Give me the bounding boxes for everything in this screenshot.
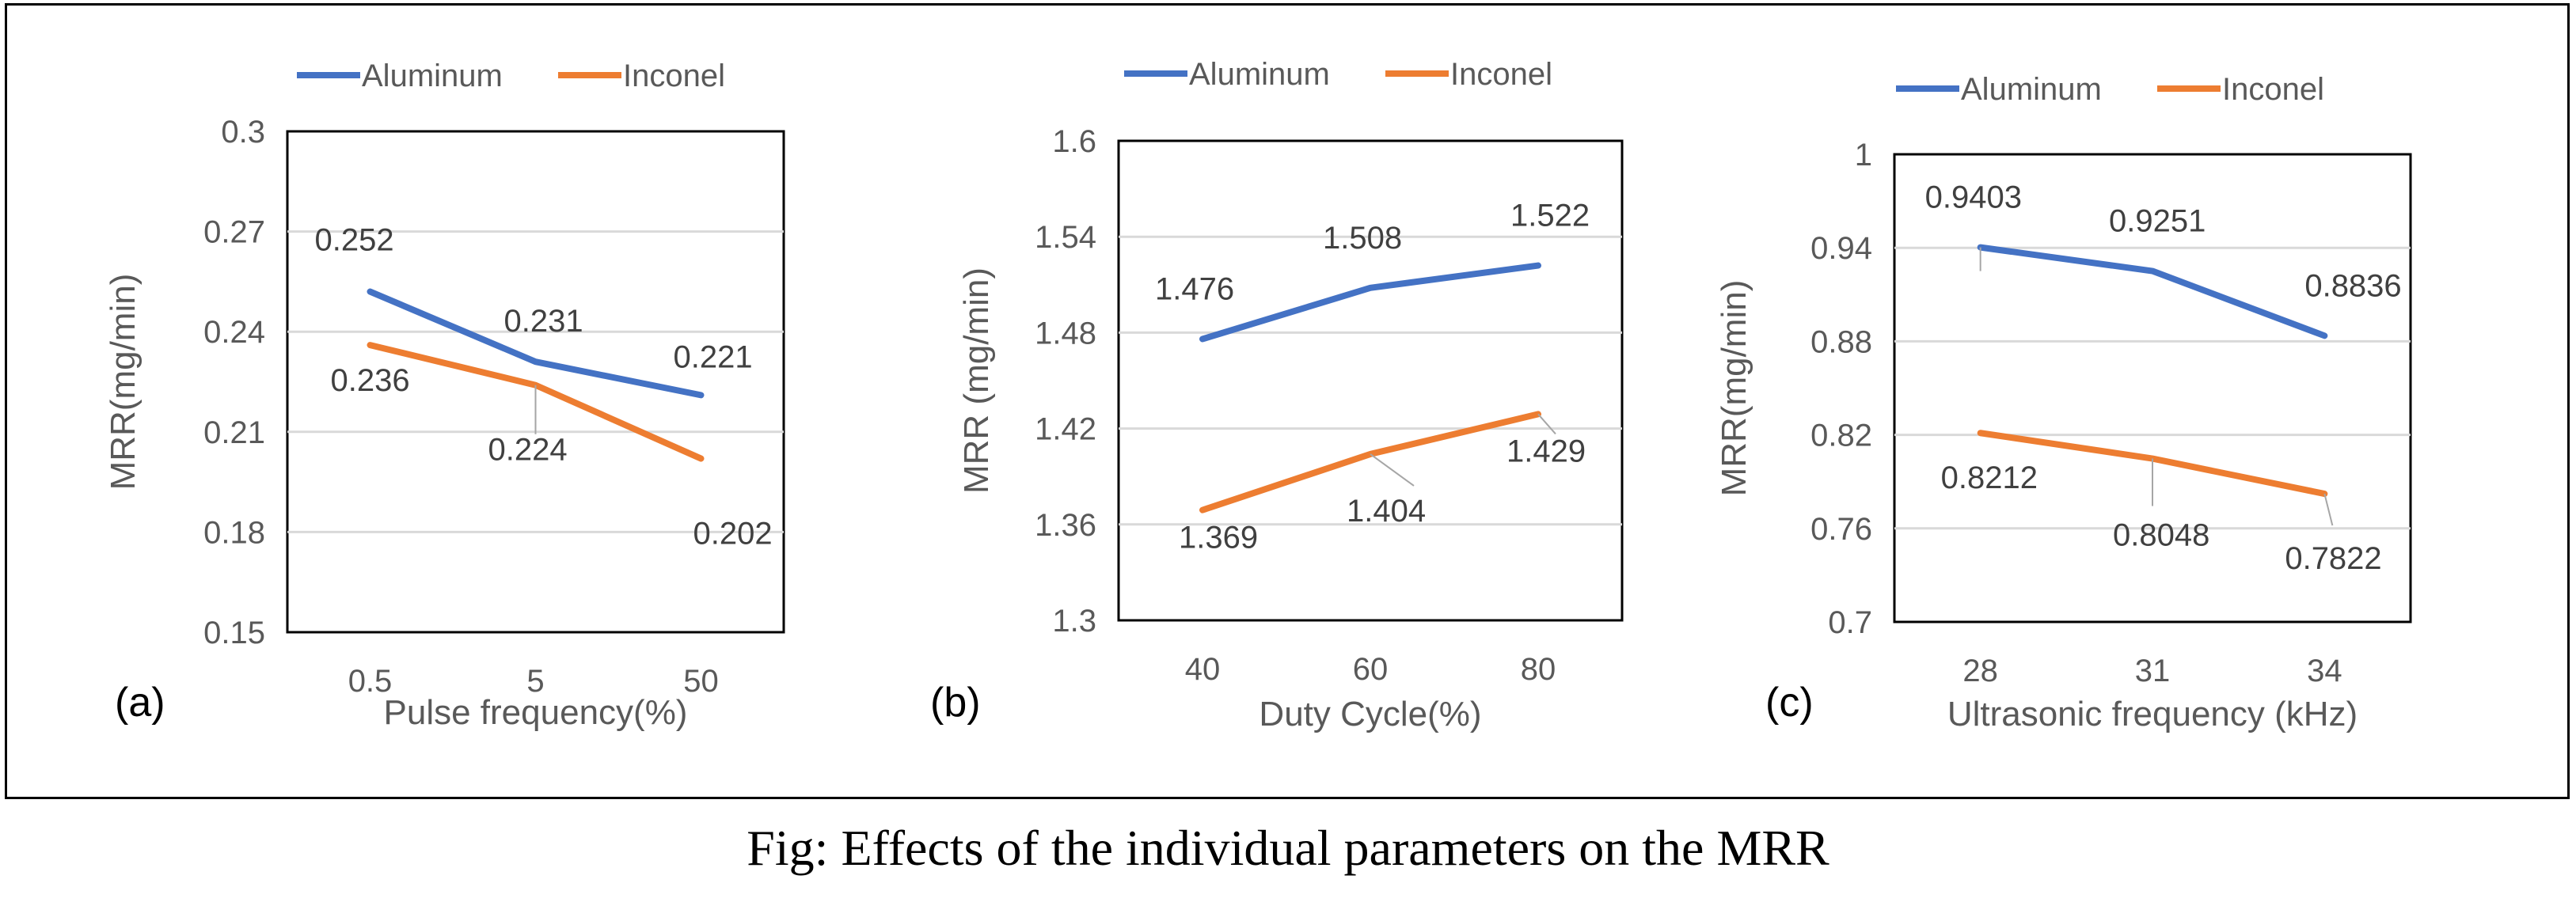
y-tick-label: 1.3 [1052,604,1096,639]
legend-label: Aluminum [1189,57,1330,92]
data-label: 1.369 [1179,521,1258,555]
data-label: 1.404 [1347,494,1426,529]
data-label: 0.224 [488,433,568,468]
y-axis-title: MRR (mg/min) [957,267,996,494]
legend-label: Aluminum [362,59,503,93]
data-label: 0.231 [504,304,583,339]
data-label: 0.9403 [1925,180,2022,215]
y-tick-label: 1.6 [1052,124,1096,159]
data-label: 0.221 [674,339,753,374]
leader-line [1537,413,1556,435]
y-tick-label: 0.94 [1810,231,1872,266]
chart-3: 1 0.94 0.88 0.82 0.76 0.7 28 31 34 Ultrasonic fre… [1715,72,2412,733]
leader-line [2323,493,2334,526]
legend-label: Inconel [623,59,725,93]
data-label: 1.522 [1510,199,1590,233]
y-tick-label: 1.42 [1035,412,1096,447]
y-tick-label: 0.21 [203,415,265,450]
y-tick-label: 1 [1855,138,1872,172]
y-tick-label: 0.76 [1810,512,1872,547]
x-tick-label: 60 [1353,652,1389,687]
x-tick-label: 80 [1521,652,1556,687]
y-axis-title: MRR(mg/min) [1715,280,1753,497]
plot-area [1117,139,1624,622]
panel-label: (b) [930,680,981,726]
y-tick-label: 0.15 [203,616,265,650]
data-label: 1.508 [1323,221,1402,256]
x-tick-label: 40 [1185,652,1221,687]
y-tick-label: 0.27 [203,215,265,250]
x-tick-label: 5 [526,664,544,699]
x-tick-label: 31 [2135,654,2171,688]
y-tick-label: 1.48 [1035,316,1096,351]
data-label: 1.476 [1155,271,1234,306]
data-label: 0.8212 [1941,460,2038,495]
y-tick-label: 0.88 [1810,324,1872,359]
data-label: 0.252 [315,223,394,258]
series-line-aluminum [1977,244,2328,339]
data-label: 1.429 [1506,434,1586,468]
data-label: 0.9251 [2109,204,2206,239]
series-line-aluminum [1199,262,1541,343]
y-tick-label: 0.7 [1828,605,1872,640]
x-tick-label: 28 [1962,654,1998,688]
y-axis-title: MRR(mg/min) [104,274,142,491]
y-tick-label: 0.24 [203,315,265,350]
leader-line [1370,453,1415,487]
plot-area [286,130,785,634]
data-label: 0.236 [331,363,410,398]
series-line-aluminum [367,288,705,399]
x-axis-title: Duty Cycle(%) [1259,695,1481,733]
data-label: 0.7822 [2285,541,2381,576]
panel-label: (a) [115,680,165,726]
data-label: 0.8836 [2304,268,2401,303]
data-label: 0.202 [693,517,773,551]
x-tick-label: 34 [2307,654,2342,688]
x-tick-label: 0.5 [348,664,393,699]
panel-label: (c) [1765,680,1814,726]
legend-label: Inconel [2222,72,2324,107]
y-tick-label: 0.3 [221,115,265,150]
x-axis-title: Ultrasonic frequency (kHz) [1947,695,2358,733]
chart-2: 1.6 1.54 1.48 1.42 1.36 1.3 40 60 80 Duty Cycle(%… [930,57,1624,733]
figure-caption: Fig: Effects of the individual parameter… [747,820,1829,876]
figure-frame [5,3,2570,799]
legend-label: Aluminum [1961,72,2102,107]
y-tick-label: 1.36 [1035,508,1096,543]
x-axis-title: Pulse frequency(%) [384,693,688,732]
y-tick-label: 0.82 [1810,419,1872,453]
y-tick-label: 0.18 [203,515,265,550]
data-label: 0.8048 [2113,518,2209,553]
x-tick-label: 50 [683,664,719,699]
legend-label: Inconel [1450,57,1552,92]
plot-area [1893,153,2412,623]
y-tick-label: 1.54 [1035,220,1096,255]
